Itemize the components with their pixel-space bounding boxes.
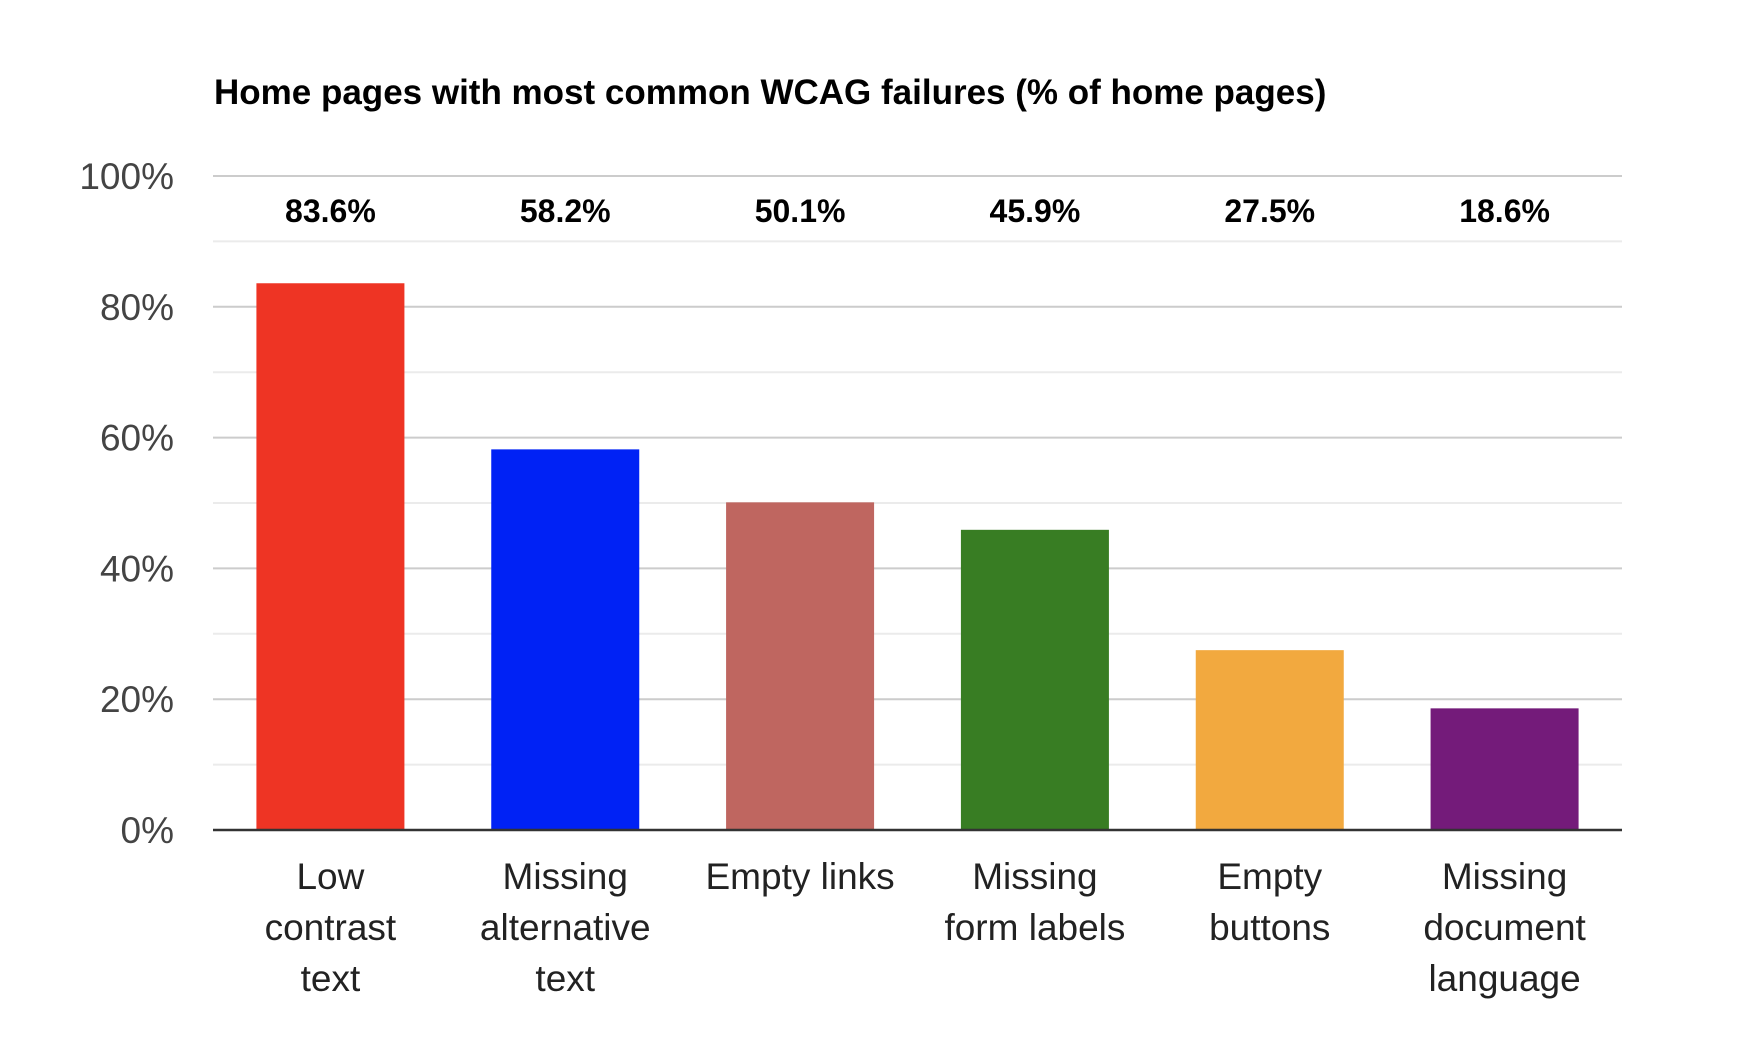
y-tick-label: 60% [100,418,174,459]
data-label: 27.5% [1224,193,1315,229]
bar [1195,650,1344,830]
data-label: 58.2% [520,193,611,229]
x-tick-label: Low contrast text [265,856,397,999]
gridlines [213,175,1622,766]
data-label: 45.9% [990,193,1081,229]
bar [491,449,640,830]
y-tick-label: 100% [79,156,174,197]
y-tick-label: 0% [121,810,174,851]
chart-title: Home pages with most common WCAG failure… [214,73,1326,112]
data-label: 50.1% [755,193,846,229]
y-tick-label: 40% [100,548,174,589]
labels: 0% 20% 40% 60% 80% 100% 83.6% Low contrast text 58… [79,156,1586,999]
x-tick-label: Missing form labels [944,856,1125,948]
x-tick-label: Missing alternative text [480,856,651,999]
y-tick-label: 80% [100,287,174,328]
data-label: 83.6% [285,193,376,229]
bar [256,283,405,831]
y-tick-label: 20% [100,679,174,720]
bar [726,502,875,830]
bar [960,529,1109,830]
x-tick-label: Missing document language [1423,856,1586,999]
x-tick-label: Empty links [706,856,895,897]
bars [256,283,1579,831]
x-tick-label: Empty buttons [1209,856,1330,948]
bar [1430,708,1579,830]
data-label: 18.6% [1459,193,1550,229]
